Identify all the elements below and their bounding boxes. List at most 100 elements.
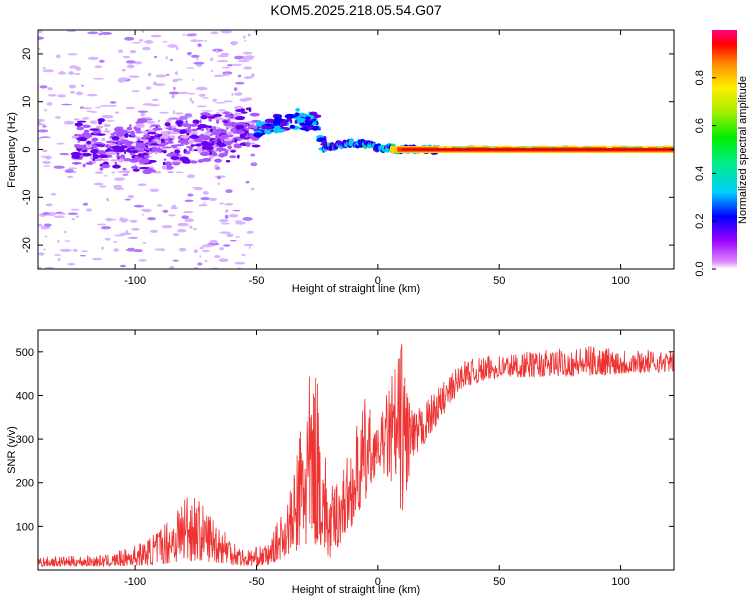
carrier-speckle <box>525 146 532 148</box>
noise-blob <box>176 46 179 51</box>
signal-blob <box>134 157 140 163</box>
noise-blob <box>219 202 225 205</box>
noise-blob <box>99 59 105 63</box>
signal-blob <box>74 144 85 149</box>
signal-blob <box>168 135 176 139</box>
noise-blob <box>224 214 229 219</box>
signal-blob <box>135 123 145 129</box>
signal-blob <box>132 168 140 172</box>
noise-blob <box>203 202 206 205</box>
noise-blob <box>233 87 238 92</box>
noise-blob <box>44 235 48 238</box>
signal-blob <box>218 149 222 153</box>
signal-blob <box>219 153 228 157</box>
signal-blob <box>191 147 194 152</box>
signal-blob <box>227 145 232 149</box>
x-tick-label: 100 <box>611 576 629 588</box>
noise-blob <box>237 74 242 78</box>
noise-blob <box>68 167 78 170</box>
signal-blob <box>211 149 215 155</box>
y-tick-label: 0 <box>21 146 33 152</box>
noise-blob <box>198 93 206 97</box>
signal-blob <box>194 139 204 143</box>
noise-blob <box>201 110 213 112</box>
noise-blob <box>137 183 147 187</box>
noise-blob <box>140 112 146 117</box>
noise-blob <box>233 55 245 60</box>
noise-blob <box>103 174 108 177</box>
signal-blob <box>200 115 208 120</box>
noise-blob <box>208 197 217 201</box>
noise-blob <box>218 219 229 223</box>
signal-blob <box>247 125 253 129</box>
noise-blob <box>153 55 158 59</box>
signal-blob <box>249 112 260 117</box>
noise-blob <box>40 226 51 230</box>
noise-blob <box>142 241 147 244</box>
noise-blob <box>187 92 196 95</box>
signal-blob <box>309 111 318 116</box>
signal-blob <box>223 138 233 142</box>
signal-blob <box>244 135 249 138</box>
signal-blob <box>116 155 120 158</box>
noise-blob <box>173 86 176 91</box>
signal-blob <box>157 137 161 141</box>
noise-blob <box>242 217 253 221</box>
colorbar: 0.0 0.2 0.4 0.6 0.8 Normalized spectral ampl… <box>694 30 749 277</box>
x-tick-label: 100 <box>611 275 629 287</box>
noise-blob <box>38 36 45 40</box>
carrier-speckle <box>606 146 613 148</box>
signal-blob <box>143 155 150 159</box>
noise-blob <box>220 222 231 225</box>
noise-blob <box>126 64 135 69</box>
noise-blob <box>60 212 66 215</box>
noise-blob <box>48 94 57 97</box>
signal-blob <box>111 136 120 141</box>
noise-blob <box>120 232 132 235</box>
signal-blob <box>264 125 273 130</box>
signal-blob <box>114 161 118 166</box>
signal-blob <box>167 152 178 157</box>
signal-blob <box>90 149 99 154</box>
noise-blob <box>170 59 174 61</box>
signal-blob <box>95 150 107 155</box>
noise-blob <box>157 119 161 123</box>
signal-blob <box>117 170 128 173</box>
noise-blob <box>154 83 166 86</box>
signal-blob <box>177 136 182 140</box>
noise-blob <box>191 100 194 104</box>
noise-blob <box>44 266 55 269</box>
noise-blob <box>71 217 75 221</box>
carrier-speckle <box>518 146 525 148</box>
signal-blob <box>235 124 245 129</box>
carrier-speckle <box>671 145 674 148</box>
signal-blob <box>141 130 149 135</box>
noise-blob <box>222 71 233 75</box>
signal-blob <box>273 117 283 123</box>
signal-blob <box>264 118 275 123</box>
signal-blob <box>306 127 313 131</box>
noise-blob <box>234 220 243 223</box>
noise-blob <box>118 49 123 53</box>
signal-blob <box>185 120 188 124</box>
noise-blob <box>239 98 249 102</box>
noise-blob <box>64 230 67 234</box>
snr-plot-area <box>38 344 674 568</box>
noise-blob <box>178 247 187 252</box>
noise-blob <box>243 35 246 40</box>
signal-blob <box>129 152 136 156</box>
carrier-speckle <box>474 145 481 147</box>
signal-blob <box>86 140 92 145</box>
signal-blob <box>197 123 208 129</box>
signal-blob <box>200 112 211 116</box>
y-tick-label: 500 <box>16 347 34 359</box>
noise-blob <box>161 225 173 229</box>
noise-blob <box>81 117 90 120</box>
noise-blob <box>241 253 246 256</box>
noise-blob <box>181 33 186 36</box>
noise-blob <box>131 227 140 231</box>
signal-blob <box>161 165 168 170</box>
noise-blob <box>202 97 210 99</box>
carrier-band-core <box>402 148 674 151</box>
noise-blob <box>53 165 65 169</box>
